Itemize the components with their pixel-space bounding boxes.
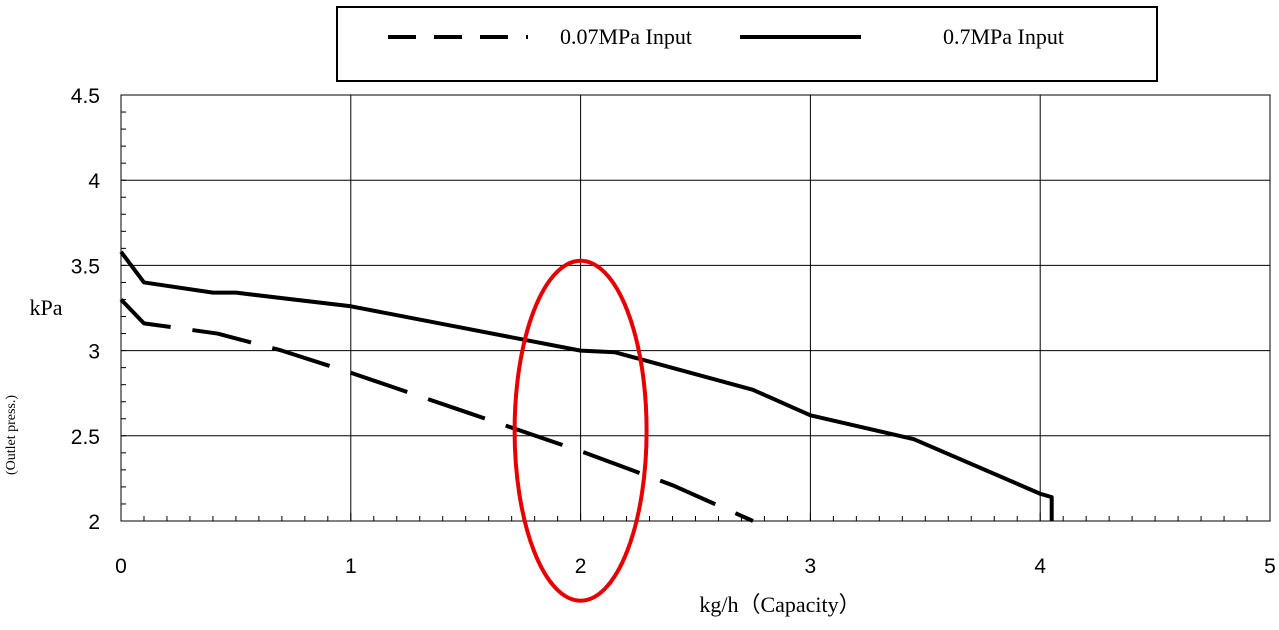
minor-ticks: [120, 94, 1271, 522]
series-line-0-07mpa: [119, 298, 754, 523]
x-tick-labels: 0 1 2 3 4 5: [115, 555, 1276, 578]
y-axis-title: kPa: [30, 295, 63, 320]
plot-area: [119, 94, 1271, 603]
x-tick-label: 1: [345, 555, 357, 578]
legend-label-solid: 0.7MPa Input: [943, 24, 1064, 49]
legend-label-dashed: 0.07MPa Input: [560, 24, 692, 49]
y-tick-label: 2.5: [71, 426, 100, 449]
legend-box: [336, 6, 1158, 82]
y-tick-label: 4: [88, 170, 100, 193]
x-tick-label: 0: [115, 555, 127, 578]
x-tick-label: 4: [1034, 555, 1046, 578]
y-tick-label: 2: [88, 511, 100, 534]
highlight-ellipse: [512, 258, 649, 603]
series-layer: [119, 250, 1054, 523]
plot-frame: [120, 94, 1271, 522]
y-tick-labels: 2 2.5 3 3.5 4 4.5: [71, 85, 101, 534]
y-tick-label: 3.5: [71, 255, 100, 278]
y-axis-subtitle: (Outlet press.): [4, 395, 19, 475]
series-line-0-7mpa: [119, 250, 1054, 521]
x-axis-title: kg/h（Capacity）: [699, 592, 860, 617]
x-tick-label: 5: [1264, 555, 1276, 578]
x-tick-label: 3: [805, 555, 817, 578]
x-tick-label: 2: [575, 555, 587, 578]
y-tick-label: 3: [88, 341, 100, 364]
gridlines: [121, 95, 1270, 521]
y-tick-label: 4.5: [71, 85, 100, 108]
